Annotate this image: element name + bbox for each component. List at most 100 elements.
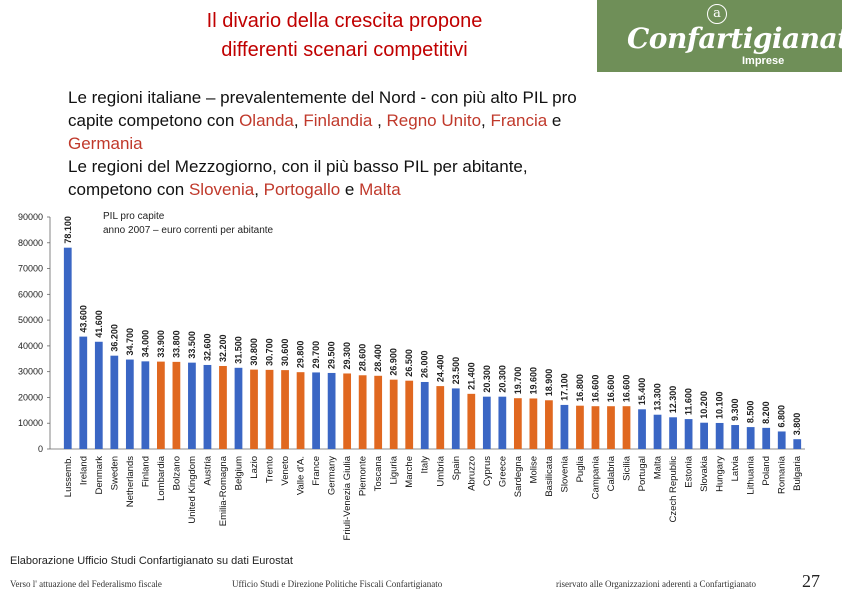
country-regno-unito: Regno Unito bbox=[386, 111, 482, 130]
bar bbox=[374, 375, 383, 449]
bar bbox=[281, 370, 289, 449]
bar bbox=[436, 386, 445, 449]
footer-left-text: Verso l' attuazione del Federalismo fisc… bbox=[10, 579, 162, 589]
y-tick-label: 50000 bbox=[18, 315, 43, 325]
bar-value-label: 41.600 bbox=[94, 310, 104, 338]
bar-value-label: 10.200 bbox=[699, 391, 709, 419]
bar-value-label: 32.600 bbox=[202, 333, 212, 361]
category-label: Lithuania bbox=[746, 455, 757, 494]
y-tick-label: 30000 bbox=[18, 367, 43, 377]
category-label: Slovakia bbox=[699, 455, 710, 492]
bar bbox=[684, 419, 693, 449]
bar-value-label: 29.500 bbox=[327, 341, 337, 369]
bar bbox=[172, 361, 181, 449]
bar bbox=[529, 398, 538, 449]
bar bbox=[420, 381, 429, 449]
bar-value-label: 12.300 bbox=[668, 386, 678, 414]
bar-value-label: 16.600 bbox=[622, 375, 632, 403]
country-malta: Malta bbox=[359, 180, 401, 199]
category-label: Denmark bbox=[94, 456, 105, 495]
bar bbox=[110, 355, 119, 449]
category-label: Marche bbox=[404, 456, 415, 488]
bar bbox=[296, 372, 305, 449]
bar-value-label: 21.400 bbox=[466, 362, 476, 390]
category-label: France bbox=[311, 456, 322, 486]
bar bbox=[234, 367, 243, 449]
bar bbox=[79, 336, 88, 449]
bar-value-label: 20.300 bbox=[497, 365, 507, 393]
bar bbox=[358, 375, 367, 449]
bar bbox=[638, 409, 646, 449]
bar-value-label: 26.900 bbox=[389, 348, 399, 376]
source-note: Elaborazione Ufficio Studi Confartigiana… bbox=[10, 555, 293, 567]
category-label: Ireland bbox=[78, 456, 89, 485]
bar-value-label: 26.500 bbox=[404, 349, 414, 377]
category-label: Puglia bbox=[575, 455, 586, 482]
y-tick-label: 70000 bbox=[18, 264, 43, 274]
bar-value-label: 34.000 bbox=[140, 330, 150, 358]
footer-right-text: riservato alle Organizzazioni aderenti a… bbox=[556, 579, 756, 589]
category-label: Sweden bbox=[109, 456, 120, 490]
bar bbox=[219, 365, 227, 449]
bar-value-label: 8.500 bbox=[746, 401, 756, 424]
bar-value-label: 28.600 bbox=[358, 344, 368, 372]
category-label: Greece bbox=[497, 456, 508, 487]
logo-symbol: a bbox=[707, 4, 727, 24]
category-label: Belgium bbox=[233, 456, 244, 490]
bar-value-label: 32.200 bbox=[218, 334, 228, 362]
category-label: Italy bbox=[420, 456, 431, 474]
category-label: Sardegna bbox=[513, 455, 524, 497]
category-label: Veneto bbox=[280, 456, 291, 486]
bar-value-label: 15.400 bbox=[637, 378, 647, 406]
category-label: Malta bbox=[653, 455, 664, 479]
bar-value-label: 20.300 bbox=[482, 365, 492, 393]
bar-value-label: 18.900 bbox=[544, 369, 554, 397]
bar bbox=[715, 422, 724, 449]
category-label: Valle d'A. bbox=[296, 456, 307, 495]
category-label: Sicilia bbox=[622, 455, 633, 481]
bar-value-label: 30.800 bbox=[249, 338, 259, 366]
bar-value-label: 33.800 bbox=[171, 330, 181, 358]
footer-middle-text: Ufficio Studi e Direzione Politiche Fisc… bbox=[232, 579, 443, 589]
chart-subtitle-line-2: anno 2007 – euro correnti per abitante bbox=[103, 225, 274, 236]
bar-value-label: 16.800 bbox=[575, 374, 585, 402]
bar bbox=[607, 406, 615, 449]
y-tick-label: 40000 bbox=[18, 341, 43, 351]
category-label: Calabria bbox=[606, 455, 617, 491]
bar-value-label: 6.800 bbox=[777, 405, 787, 428]
bar-value-label: 36.200 bbox=[109, 324, 119, 352]
bar bbox=[389, 379, 398, 449]
bar bbox=[622, 406, 631, 449]
category-label: Slovenia bbox=[559, 455, 570, 492]
y-tick-label: 20000 bbox=[18, 392, 43, 402]
bar bbox=[467, 393, 476, 449]
bar-value-label: 29.700 bbox=[311, 341, 321, 369]
bar-value-label: 34.700 bbox=[125, 328, 135, 356]
category-label: Trento bbox=[265, 456, 276, 483]
category-label: Germany bbox=[327, 456, 338, 495]
bar-value-label: 28.400 bbox=[373, 344, 383, 372]
category-label: Finland bbox=[140, 456, 151, 487]
bar bbox=[700, 422, 708, 449]
category-label: Cyprus bbox=[482, 456, 493, 486]
bar bbox=[482, 396, 491, 449]
category-label: Lussemb. bbox=[63, 456, 74, 497]
category-label: Netherlands bbox=[125, 456, 136, 507]
category-label: Campania bbox=[590, 455, 601, 499]
intro-line-5: competono con Slovenia, Portogallo e Mal… bbox=[68, 180, 401, 199]
bar bbox=[762, 427, 771, 449]
chart-subtitle-line-1: PIL pro capite bbox=[103, 211, 165, 222]
bar bbox=[343, 373, 352, 449]
bar bbox=[777, 431, 786, 449]
category-label: Umbria bbox=[435, 455, 446, 486]
page-title-line-1: Il divario della crescita propone bbox=[206, 10, 483, 32]
bar bbox=[669, 417, 677, 449]
bar bbox=[513, 398, 522, 449]
intro-line-3: Germania bbox=[68, 132, 788, 155]
intro-line-1: Le regioni italiane – prevalentemente de… bbox=[68, 88, 577, 107]
bar bbox=[312, 372, 320, 449]
bar bbox=[498, 396, 507, 449]
bar bbox=[188, 362, 196, 449]
bar-value-label: 24.400 bbox=[435, 355, 445, 383]
bar-value-label: 11.600 bbox=[684, 388, 694, 415]
